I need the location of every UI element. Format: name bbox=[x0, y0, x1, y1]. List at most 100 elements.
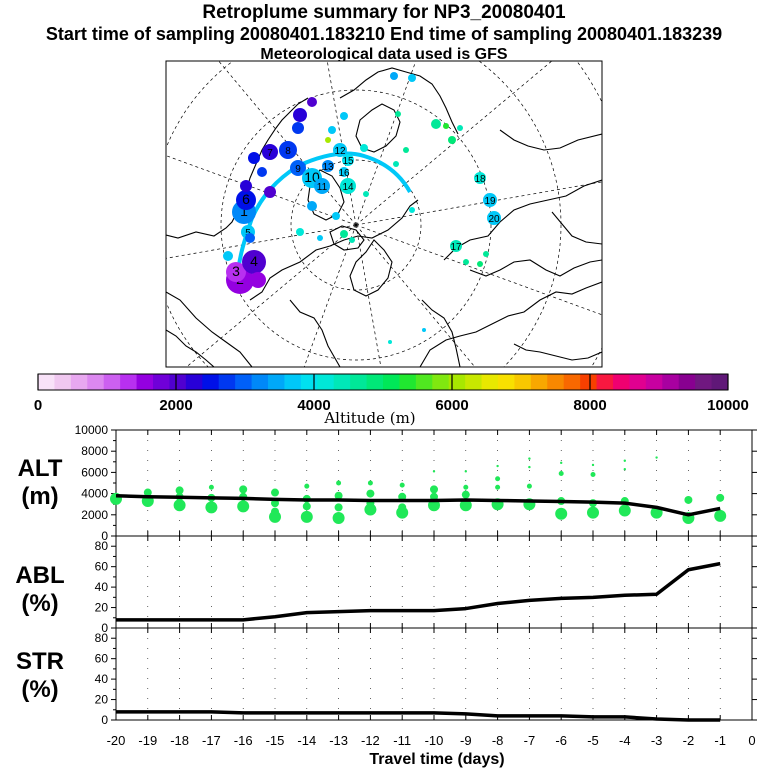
trajectory-particle bbox=[393, 161, 399, 167]
altitude-particle bbox=[623, 459, 626, 462]
trajectory-particle bbox=[457, 125, 463, 131]
y-tick-label: 60 bbox=[95, 652, 109, 666]
colorbar-swatch bbox=[87, 374, 105, 390]
panel-frame bbox=[115, 627, 753, 721]
trajectory-marker bbox=[226, 262, 246, 282]
meteorological-data-subtitle: Meteorological data used is GFS bbox=[260, 46, 508, 63]
trajectory-day-label: 8 bbox=[285, 146, 291, 157]
trajectory-marker bbox=[342, 154, 354, 166]
y-tick-label: 0 bbox=[101, 621, 108, 635]
trajectory-particle bbox=[483, 251, 489, 257]
meridian-line bbox=[166, 224, 357, 259]
colorbar-swatch bbox=[678, 374, 696, 390]
altitude-particle bbox=[428, 499, 440, 512]
colorbar-tick-label: 6000 bbox=[435, 397, 468, 414]
trajectory-particle bbox=[307, 201, 317, 211]
trajectory-day-label: 11 bbox=[317, 182, 328, 193]
x-tick-label: -9 bbox=[460, 733, 472, 748]
x-tick-label: -20 bbox=[107, 733, 126, 748]
y-tick-label: 8000 bbox=[81, 444, 108, 458]
trajectory-day-label: 18 bbox=[474, 174, 486, 185]
colorbar-swatch bbox=[38, 374, 55, 390]
colorbar-swatch bbox=[202, 374, 220, 390]
trajectory-particle bbox=[409, 207, 415, 213]
y-tick-label: 0 bbox=[101, 529, 108, 543]
altitude-particle bbox=[558, 470, 564, 476]
str-panel: 0 20 40 60 80 bbox=[95, 627, 757, 727]
altitude-particle bbox=[623, 468, 626, 471]
x-tick-label: -1 bbox=[714, 733, 726, 748]
trajectory-day-label: 4 bbox=[250, 253, 258, 269]
alt-panel: 0 2000 4000 6000 8000 10000 bbox=[75, 423, 757, 543]
altitude-particle bbox=[332, 511, 345, 524]
colorbar-swatch bbox=[465, 374, 483, 390]
trajectory-marker bbox=[279, 141, 297, 159]
trajectory-particle bbox=[422, 328, 426, 332]
x-tick-label: -14 bbox=[297, 733, 316, 748]
trajectory-marker bbox=[487, 211, 501, 225]
altitude-particle bbox=[461, 490, 470, 499]
series-line bbox=[115, 493, 721, 517]
colorbar-tick-labels: 0 2000 4000 6000 8000 10000 bbox=[34, 397, 749, 414]
colorbar-swatch bbox=[514, 374, 532, 390]
colorbar-swatch bbox=[153, 374, 170, 390]
series-line bbox=[116, 561, 721, 622]
colorbar-swatch bbox=[268, 374, 285, 390]
trajectory-day-label: 19 bbox=[484, 196, 496, 207]
trajectory-day-label: 15 bbox=[342, 156, 354, 167]
trajectory-particle bbox=[360, 144, 368, 152]
trajectory-particle bbox=[363, 191, 369, 197]
trajectory-day-label: 14 bbox=[342, 182, 354, 193]
trajectory-particle bbox=[332, 212, 340, 220]
x-tick-label: -5 bbox=[587, 733, 599, 748]
y-tick-label: 80 bbox=[95, 539, 109, 553]
trajectory-day-label: 9 bbox=[295, 164, 301, 175]
trajectory-day-label: 20 bbox=[488, 214, 500, 225]
trajectory-marker bbox=[450, 240, 462, 252]
trajectory-particle bbox=[340, 112, 348, 120]
trajectory-layer: 1234567891011121314151617181920 bbox=[223, 72, 501, 344]
altitude-particle bbox=[399, 482, 405, 488]
colorbar-swatch bbox=[185, 374, 203, 390]
trajectory-day-label: 6 bbox=[242, 191, 250, 207]
altitude-particle bbox=[336, 480, 342, 486]
altitude-particle bbox=[239, 485, 248, 494]
altitude-particle bbox=[528, 457, 531, 460]
altitude-particle bbox=[432, 470, 436, 473]
meridian-line bbox=[166, 155, 357, 226]
altitude-particle bbox=[590, 472, 596, 478]
x-tick-label: -8 bbox=[492, 733, 504, 748]
y-tick-label: 10000 bbox=[75, 423, 109, 437]
altitude-particle bbox=[587, 506, 599, 519]
trajectory-marker bbox=[322, 160, 334, 172]
x-tick-label: -12 bbox=[361, 733, 380, 748]
trajectory-marker bbox=[474, 172, 486, 184]
colorbar-swatch bbox=[432, 374, 450, 390]
y-tick-label: 6000 bbox=[81, 465, 108, 479]
trajectory-marker bbox=[333, 143, 347, 157]
trajectory-marker bbox=[242, 250, 266, 274]
trajectory-particle bbox=[328, 126, 336, 134]
meridian-line bbox=[355, 61, 553, 226]
colorbar-swatch bbox=[530, 374, 548, 390]
altitude-particle bbox=[459, 499, 472, 512]
colorbar-swatch bbox=[498, 374, 515, 390]
trajectory-particle bbox=[245, 233, 255, 243]
colorbar-tick-label: 2000 bbox=[159, 397, 192, 414]
map-graticule bbox=[166, 61, 602, 367]
colorbar-tick-label: 0 bbox=[34, 397, 42, 414]
x-tick-label: -16 bbox=[234, 733, 253, 748]
trajectory-particle bbox=[408, 74, 416, 82]
trajectory-day-label: 3 bbox=[232, 263, 240, 279]
colorbar-swatch bbox=[366, 374, 384, 390]
trajectory-marker bbox=[314, 178, 330, 194]
meridian-line bbox=[355, 224, 382, 367]
trajectory-particle bbox=[477, 261, 483, 267]
altitude-colorbar bbox=[37, 373, 729, 391]
trajectory-day-label: 13 bbox=[322, 162, 334, 173]
y-tick-label: 20 bbox=[95, 693, 109, 707]
trajectory-particle bbox=[395, 111, 401, 117]
trajectory-marker bbox=[340, 178, 356, 194]
altitude-particle bbox=[714, 509, 727, 522]
